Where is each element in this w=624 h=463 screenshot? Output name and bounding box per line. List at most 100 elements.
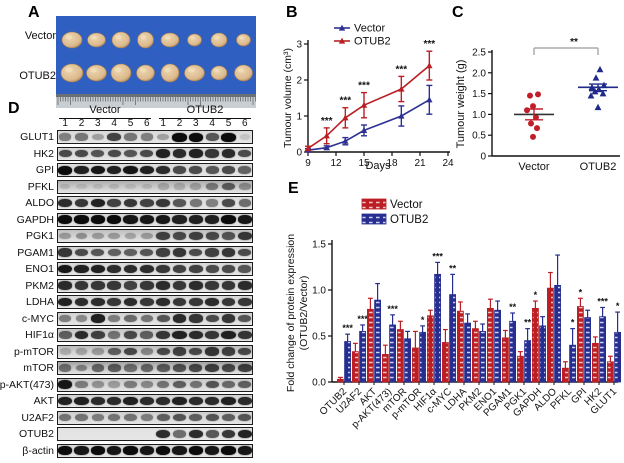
blot-strip-mtor	[57, 361, 253, 375]
data-point-vector	[342, 137, 349, 144]
protein-band	[205, 297, 220, 307]
blot-protein-label: GPI	[35, 164, 54, 176]
lane-number: 1	[62, 118, 68, 129]
significance-mark: ***	[339, 96, 351, 107]
protein-band	[157, 183, 169, 190]
protein-band	[140, 281, 154, 290]
data-point-otub2	[600, 81, 608, 89]
data-point-otub2	[323, 132, 330, 139]
protein-band	[238, 330, 252, 340]
significance-mark: ***	[395, 64, 407, 75]
bar-vector-c-myc	[441, 342, 449, 383]
protein-band	[107, 149, 121, 158]
protein-band	[91, 330, 105, 340]
protein-band	[237, 446, 252, 455]
protein-band	[107, 248, 121, 257]
blot-strip-akt	[57, 394, 253, 408]
protein-band	[92, 381, 104, 388]
protein-band	[156, 165, 171, 175]
protein-band	[140, 198, 154, 208]
protein-band	[155, 446, 171, 455]
y-tick-label: 1	[296, 112, 302, 123]
data-point-vector	[323, 144, 330, 151]
protein-band	[108, 232, 120, 240]
blot-protein-label: GLUT1	[20, 131, 54, 143]
blot-protein-label: PFKL	[27, 180, 54, 193]
protein-band	[108, 381, 120, 388]
protein-band	[58, 248, 72, 257]
protein-band	[172, 166, 187, 174]
lane-number: 4	[111, 118, 117, 129]
blot-protein-label: PGAM1	[17, 246, 54, 259]
bar-otub2-otub2	[344, 341, 351, 383]
bar-otub2-u2af2	[359, 330, 366, 383]
protein-band	[57, 215, 73, 224]
protein-band	[58, 264, 73, 274]
protein-band	[90, 446, 106, 455]
protein-band	[189, 231, 203, 241]
protein-band	[107, 297, 121, 307]
blot-strip-gpi	[57, 163, 253, 177]
protein-band	[92, 348, 104, 355]
protein-band	[222, 413, 235, 422]
tumour-vector-6	[187, 33, 202, 47]
data-point-otub2	[342, 114, 349, 121]
fold-change-chart: 0.0 0.5 1.0 1.5 Fold change of protein expre…	[285, 198, 622, 431]
y-axis-title: Tumour volume (cm³)	[282, 48, 294, 148]
x-tick-label: 12	[330, 158, 342, 169]
protein-band	[238, 248, 252, 257]
protein-band	[156, 264, 170, 274]
blot-protein-label: PGK1	[25, 230, 54, 242]
significance-mark: ***	[357, 314, 368, 324]
tumour-otub2-4	[136, 64, 155, 82]
protein-band	[221, 364, 236, 372]
significance-mark: *	[616, 301, 620, 311]
significance-mark: **	[509, 302, 517, 312]
protein-band	[75, 380, 88, 389]
tumour-vector-5	[160, 32, 180, 48]
blot-strip-ldha	[57, 295, 253, 309]
x-axis-title: Days	[365, 160, 391, 172]
bar-otub2-eno1	[494, 309, 502, 383]
protein-band	[140, 149, 154, 158]
bar-otub2-akt	[374, 299, 381, 383]
panel-e-label: E	[288, 180, 299, 197]
tumour-otub2-7	[210, 65, 228, 81]
bar-otub2-gpi	[584, 317, 592, 383]
protein-band	[59, 364, 72, 372]
protein-band	[140, 331, 154, 339]
significance-mark: **	[524, 318, 532, 328]
protein-band	[222, 232, 235, 240]
protein-band	[123, 331, 138, 339]
protein-band	[188, 149, 203, 158]
protein-band	[188, 215, 203, 224]
protein-band	[74, 248, 89, 257]
protein-band	[172, 297, 187, 307]
protein-band	[206, 199, 219, 207]
protein-band	[172, 396, 187, 406]
protein-band	[123, 396, 138, 406]
protein-band	[221, 396, 236, 406]
lane-number: 3	[95, 118, 101, 129]
x-tick-label: 15	[358, 158, 370, 169]
tumour-vector-8	[236, 33, 251, 47]
protein-band	[172, 248, 187, 257]
protein-band	[156, 429, 171, 439]
protein-band	[58, 281, 73, 290]
bar-vector-otub2	[337, 378, 344, 383]
protein-band	[189, 248, 203, 257]
panel-b-label: B	[286, 4, 298, 21]
protein-band	[124, 232, 137, 240]
protein-band	[189, 166, 203, 174]
data-point-otub2	[587, 92, 595, 99]
tumour-otub2-1	[60, 63, 84, 83]
protein-band	[90, 165, 105, 175]
protein-band	[57, 446, 73, 455]
protein-band	[173, 430, 186, 438]
protein-band	[123, 198, 138, 208]
y-tick-label: 0.5	[472, 131, 486, 142]
protein-band	[59, 413, 72, 422]
tumour-vector-7	[210, 32, 228, 48]
protein-band	[238, 166, 252, 174]
x-category-label: OTUB2	[580, 161, 617, 173]
